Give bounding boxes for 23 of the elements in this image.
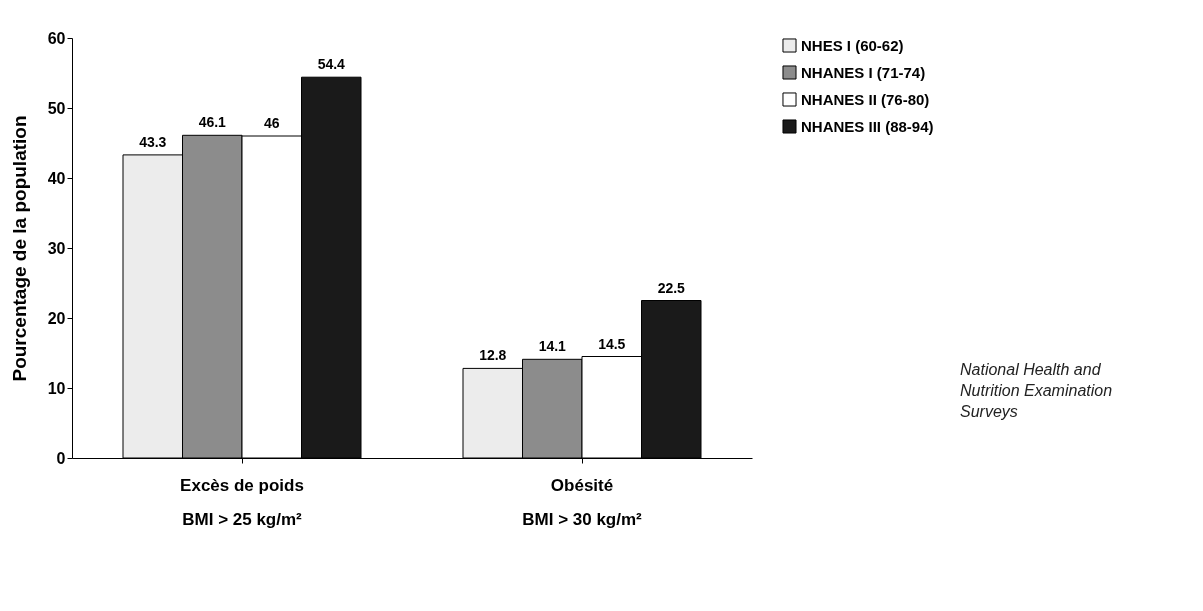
- legend-label: NHANES III (88-94): [801, 117, 934, 135]
- legend-label: NHANES I (71-74): [801, 63, 926, 81]
- y-tick-label: 30: [47, 239, 66, 257]
- legend-label: NHES I (60-62): [801, 36, 904, 54]
- data-label: 54.4: [317, 56, 346, 73]
- data-label: 22.5: [657, 279, 686, 296]
- y-tick-label: 10: [47, 379, 66, 397]
- data-label: 43.3: [139, 133, 167, 150]
- y-tick-label: 60: [47, 29, 66, 47]
- data-label: 12.8: [479, 347, 507, 364]
- legend-label: NHANES II (76-80): [801, 90, 930, 108]
- y-tick-label: 50: [47, 99, 66, 117]
- data-label: 14.1: [538, 338, 567, 355]
- text: National Health and Nutrition Examination Surveys: [960, 360, 1114, 422]
- x-tick-label: Obésité BMI > 30 kg/m²: [522, 475, 643, 529]
- data-label: 46: [263, 115, 280, 131]
- y-tick-label: 0: [56, 449, 66, 467]
- x-tick-label: Excès de poids BMI > 25 kg/m²: [180, 475, 304, 529]
- data-label: 14.5: [598, 335, 626, 352]
- y-axis-title: Pourcentage de la population: [8, 115, 30, 382]
- y-tick-label: 20: [47, 309, 66, 327]
- data-label: 46.1: [198, 114, 227, 131]
- y-tick-label: 40: [47, 169, 66, 187]
